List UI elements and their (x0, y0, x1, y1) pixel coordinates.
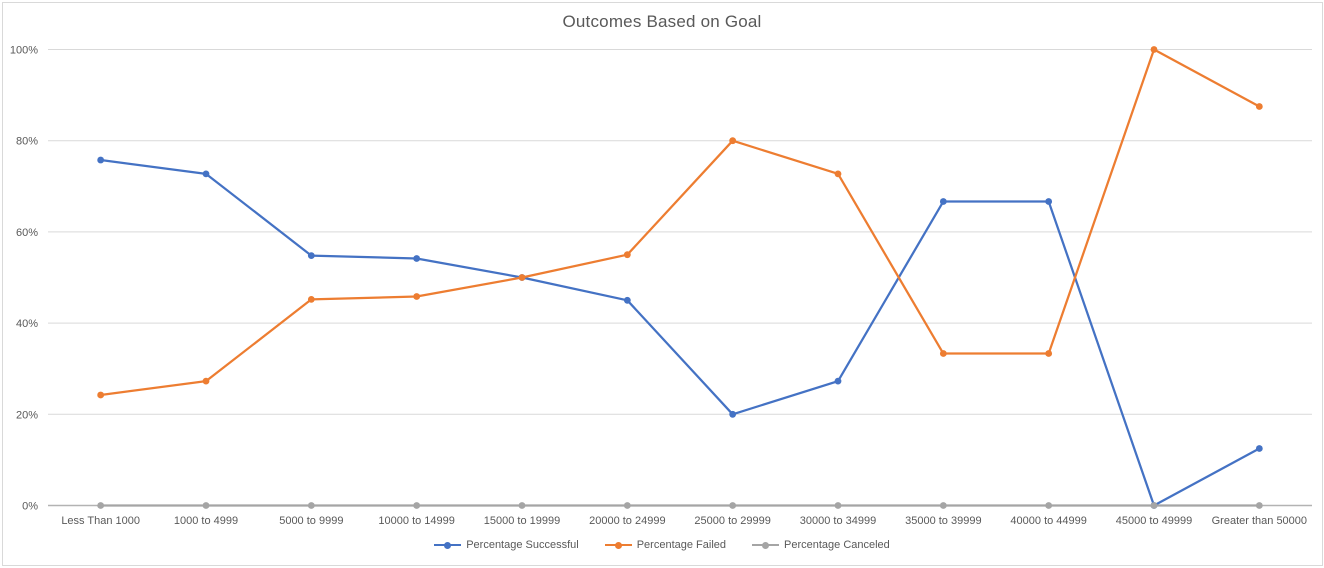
data-point-percentage-canceled (939, 502, 947, 509)
x-axis-category-label: 5000 to 9999 (279, 515, 343, 527)
data-point-percentage-successful (939, 198, 947, 205)
legend-item-percentage-failed[interactable]: Percentage Failed (604, 539, 726, 551)
data-point-percentage-failed (97, 391, 105, 399)
y-axis-tick-label: 40% (16, 318, 38, 330)
y-axis-tick-label: 60% (16, 227, 38, 239)
legend-label: Percentage Canceled (784, 539, 890, 551)
data-point-percentage-canceled (729, 502, 737, 509)
data-point-percentage-failed (729, 137, 737, 145)
data-point-percentage-canceled (413, 502, 421, 509)
x-axis-category-label: 10000 to 14999 (378, 515, 454, 527)
data-point-percentage-failed (623, 251, 631, 259)
data-point-percentage-canceled (623, 502, 631, 509)
x-axis-category-label: 20000 to 24999 (589, 515, 665, 527)
data-point-percentage-successful (202, 170, 210, 178)
data-point-percentage-successful (834, 377, 842, 385)
data-point-percentage-successful (307, 252, 315, 260)
data-point-percentage-successful (413, 255, 421, 262)
data-point-percentage-failed (939, 350, 947, 357)
y-axis-tick-label: 80% (16, 136, 38, 148)
x-axis-category-label: Less Than 1000 (61, 515, 140, 527)
data-point-percentage-failed (834, 170, 842, 178)
chart-legend: Percentage Successful Percentage Failed … (0, 539, 1324, 551)
data-point-percentage-canceled (307, 502, 315, 509)
x-axis-category-label: Greater than 50000 (1212, 515, 1307, 527)
data-point-percentage-failed (1150, 46, 1158, 53)
legend-label: Percentage Failed (636, 539, 726, 551)
data-point-percentage-failed (1255, 103, 1263, 110)
data-point-percentage-successful (729, 410, 737, 418)
y-axis-tick-label: 20% (16, 409, 38, 421)
data-point-percentage-canceled (834, 502, 842, 509)
data-point-percentage-failed (413, 293, 421, 300)
series-line-percentage-successful (99, 158, 1261, 507)
data-point-percentage-failed (518, 274, 526, 281)
line-marker-icon (752, 541, 779, 549)
legend-label: Percentage Successful (466, 539, 579, 551)
x-axis-category-label: 45000 to 49999 (1116, 515, 1192, 527)
series-line-percentage-failed (99, 48, 1261, 397)
data-point-percentage-canceled (518, 502, 526, 509)
data-point-percentage-successful (1255, 445, 1263, 452)
chart-title: Outcomes Based on Goal (562, 12, 762, 31)
data-point-percentage-failed (307, 295, 315, 303)
data-point-percentage-successful (97, 156, 105, 164)
legend-item-percentage-canceled[interactable]: Percentage Canceled (752, 539, 890, 551)
data-point-percentage-canceled (97, 502, 105, 509)
data-point-percentage-canceled (1045, 502, 1053, 509)
data-point-percentage-failed (1045, 350, 1053, 357)
data-point-percentage-canceled (1150, 502, 1158, 509)
data-point-percentage-failed (202, 377, 210, 385)
legend-item-percentage-successful[interactable]: Percentage Successful (434, 539, 579, 551)
x-axis-category-label: 15000 to 19999 (484, 515, 560, 527)
line-marker-icon (604, 541, 632, 549)
y-axis-tick-label: 0% (22, 501, 38, 513)
x-axis-category-label: 1000 to 4999 (174, 515, 238, 527)
x-axis-category-label: 35000 to 39999 (905, 515, 981, 527)
data-point-percentage-canceled (202, 502, 210, 509)
y-axis-tick-label: 100% (10, 45, 38, 57)
x-axis-category-label: 40000 to 44999 (1010, 515, 1086, 527)
data-point-percentage-canceled (1255, 502, 1263, 509)
x-axis-category-label: 25000 to 29999 (694, 515, 770, 527)
x-axis-category-label: 30000 to 34999 (800, 515, 876, 527)
line-marker-icon (434, 541, 462, 549)
data-point-percentage-successful (623, 296, 631, 304)
data-point-percentage-successful (1045, 198, 1053, 205)
